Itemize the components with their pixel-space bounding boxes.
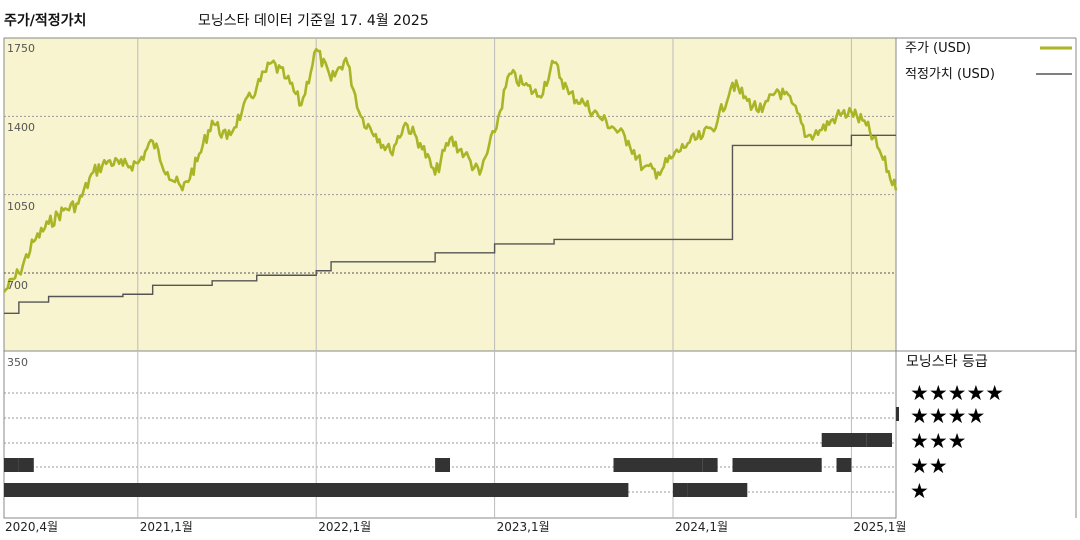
fair-value-line [4, 134, 896, 314]
chart-label: 주가/적정가치 [4, 13, 87, 29]
rating-bars [4, 407, 899, 497]
y-tick-label: 700 [7, 279, 28, 292]
x-tick-label: 2025,1월 [853, 520, 906, 534]
rating-bar [435, 458, 450, 472]
rating-bar [4, 483, 629, 497]
y-tick-label: 1050 [7, 200, 35, 213]
y-tick-label: 1400 [7, 121, 35, 134]
plot-frame [3, 37, 897, 519]
rating-1-star: ★ [910, 479, 929, 503]
y-tick-label: 350 [7, 356, 28, 369]
x-tick-label: 2022,1월 [318, 520, 371, 534]
rating-bar [896, 407, 899, 421]
rating-4-stars: ★★★★ [910, 404, 985, 428]
rating-3-stars: ★★★ [910, 429, 966, 453]
source-date-label: 모닝스타 데이터 기준일 17. 4월 2025 [198, 13, 429, 29]
rating-bar [732, 458, 822, 472]
rating-bar [18, 458, 34, 472]
y-tick-label: 1750 [7, 42, 35, 55]
rating-panel-title: 모닝스타 등급 [906, 354, 988, 370]
rating-2-stars: ★★ [910, 454, 948, 478]
rating-bar [702, 458, 718, 472]
rating-bar [4, 458, 19, 472]
x-tick-label: 2024,1월 [675, 520, 728, 534]
rating-5-stars: ★★★★★ [910, 381, 1004, 405]
rating-bar [613, 458, 673, 472]
x-tick-label: 2020,4월 [5, 520, 58, 534]
legend-fair-value-label: 적정가치 (USD) [905, 67, 995, 82]
rating-bar [702, 483, 748, 497]
rating-bar [836, 458, 852, 472]
x-tick-label: 2023,1월 [497, 520, 550, 534]
x-axis: 2020,4월 2021,1월 2022,1월 2023,1월 2024,1월 2025,… [5, 520, 906, 534]
rating-bar [866, 433, 892, 447]
x-tick-label: 2021,1월 [140, 520, 193, 534]
price-line [2, 47, 898, 293]
rating-bar [673, 483, 688, 497]
legend-price-label: 주가 (USD) [905, 41, 971, 56]
y-axis: 1750 1400 1050 700 350 [7, 42, 35, 369]
rating-bar [821, 433, 867, 447]
rating-bar [673, 458, 703, 472]
